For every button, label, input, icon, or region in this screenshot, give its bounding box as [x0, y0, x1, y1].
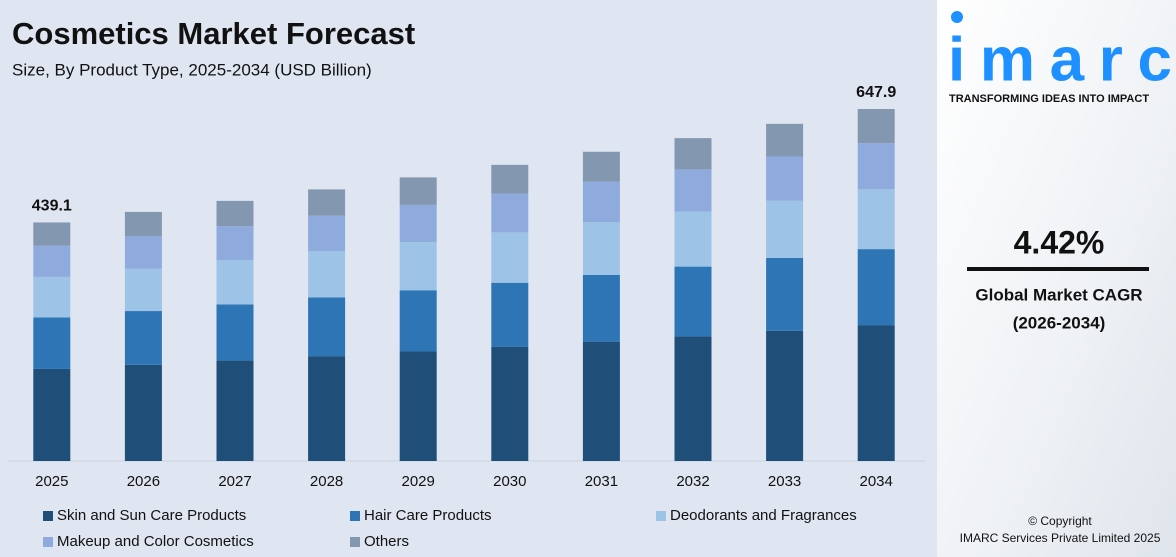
total-label: 647.9: [856, 84, 896, 101]
cagr-value: 4.42%: [1014, 224, 1105, 260]
x-tick-label: 2025: [35, 473, 68, 490]
bar-segment: [308, 356, 346, 461]
legend-label: Deodorants and Fragrances: [670, 507, 857, 524]
legend-swatch: [43, 537, 53, 547]
bar-segment: [491, 164, 529, 194]
bar-segment: [33, 222, 71, 246]
bar-segment: [766, 330, 804, 461]
bar-segment: [766, 156, 804, 201]
bar-segment: [399, 351, 437, 461]
plot: 2025 2026 2027 2028 2029 2030 2031 2032 2033 2034…: [32, 84, 897, 490]
company: IMARC Services Private Limited 2025: [960, 531, 1161, 545]
bar-segment: [582, 181, 620, 223]
bar-segment: [216, 304, 254, 361]
bar-segment: [491, 193, 529, 233]
bar-segment: [491, 232, 529, 283]
x-tick-label: 2029: [402, 473, 435, 490]
bar-segment: [674, 336, 712, 461]
bar-segment: [857, 325, 895, 461]
copyright: © Copyright: [1028, 514, 1092, 528]
bar-segment: [582, 341, 620, 461]
legend-swatch: [350, 511, 360, 521]
bar-segment: [399, 290, 437, 352]
legend-label: Makeup and Color Cosmetics: [57, 533, 254, 550]
x-tick-label: 2028: [310, 473, 343, 490]
x-tick-label: 2030: [493, 473, 526, 490]
bar-segment: [857, 189, 895, 250]
bar-segment: [857, 109, 895, 144]
bar-segment: [766, 200, 804, 258]
bar-segment: [308, 297, 346, 357]
bar-segment: [582, 274, 620, 342]
bar-segment: [766, 257, 804, 331]
bar-segment: [308, 215, 346, 252]
bar-segment: [674, 266, 712, 337]
cagr-period: (2026-2034): [1013, 313, 1106, 332]
bar-segment: [674, 138, 712, 170]
bar-segment: [124, 211, 162, 237]
legend-label: Skin and Sun Care Products: [57, 507, 246, 524]
bar-segment: [33, 317, 71, 369]
bar-segment: [399, 242, 437, 291]
bar-segment: [124, 311, 162, 365]
bar-segment: [216, 226, 254, 261]
bar-segment: [216, 260, 254, 305]
bar-segment: [124, 364, 162, 461]
bar-segment: [857, 143, 895, 190]
bar-segment: [491, 346, 529, 461]
bar-segment: [33, 368, 71, 461]
bar-segment: [674, 211, 712, 267]
legend-swatch: [43, 511, 53, 521]
legend-swatch: [656, 511, 666, 521]
bar-segment: [491, 282, 529, 347]
x-tick-label: 2034: [860, 473, 893, 490]
bar-segment: [124, 236, 162, 269]
bar-segment: [33, 245, 71, 277]
bar-segment: [399, 177, 437, 205]
bar-segment: [582, 151, 620, 182]
bar-segment: [582, 222, 620, 275]
cagr-label: Global Market CAGR: [975, 285, 1142, 304]
legend-label: Others: [364, 533, 409, 550]
bar-segment: [674, 169, 712, 212]
legend-label: Hair Care Products: [364, 507, 492, 524]
x-tick-label: 2031: [585, 473, 618, 490]
x-tick-label: 2032: [676, 473, 709, 490]
bar-segment: [33, 276, 71, 318]
bar-segment: [124, 268, 162, 312]
legend: Skin and Sun Care Products Hair Care Prod…: [43, 507, 857, 550]
bar-segment: [308, 189, 346, 216]
x-tick-label: 2033: [768, 473, 801, 490]
total-label: 439.1: [32, 198, 72, 215]
x-tick-label: 2027: [218, 473, 251, 490]
tagline: TRANSFORMING IDEAS INTO IMPACT: [949, 93, 1149, 105]
bar-segment: [857, 249, 895, 326]
logo: imarc: [948, 25, 1172, 94]
x-tick-label: 2026: [127, 473, 160, 490]
chart-subtitle: Size, By Product Type, 2025-2034 (USD Bi…: [12, 60, 372, 79]
bar-segment: [216, 360, 254, 461]
bar-segment: [399, 204, 437, 243]
bar-segment: [216, 200, 254, 227]
side-panel: [937, 0, 1176, 557]
legend-swatch: [350, 537, 360, 547]
logo-dot: [951, 11, 963, 23]
bar-segment: [766, 123, 804, 157]
bar-segment: [308, 251, 346, 298]
chart-title: Cosmetics Market Forecast: [12, 16, 415, 51]
